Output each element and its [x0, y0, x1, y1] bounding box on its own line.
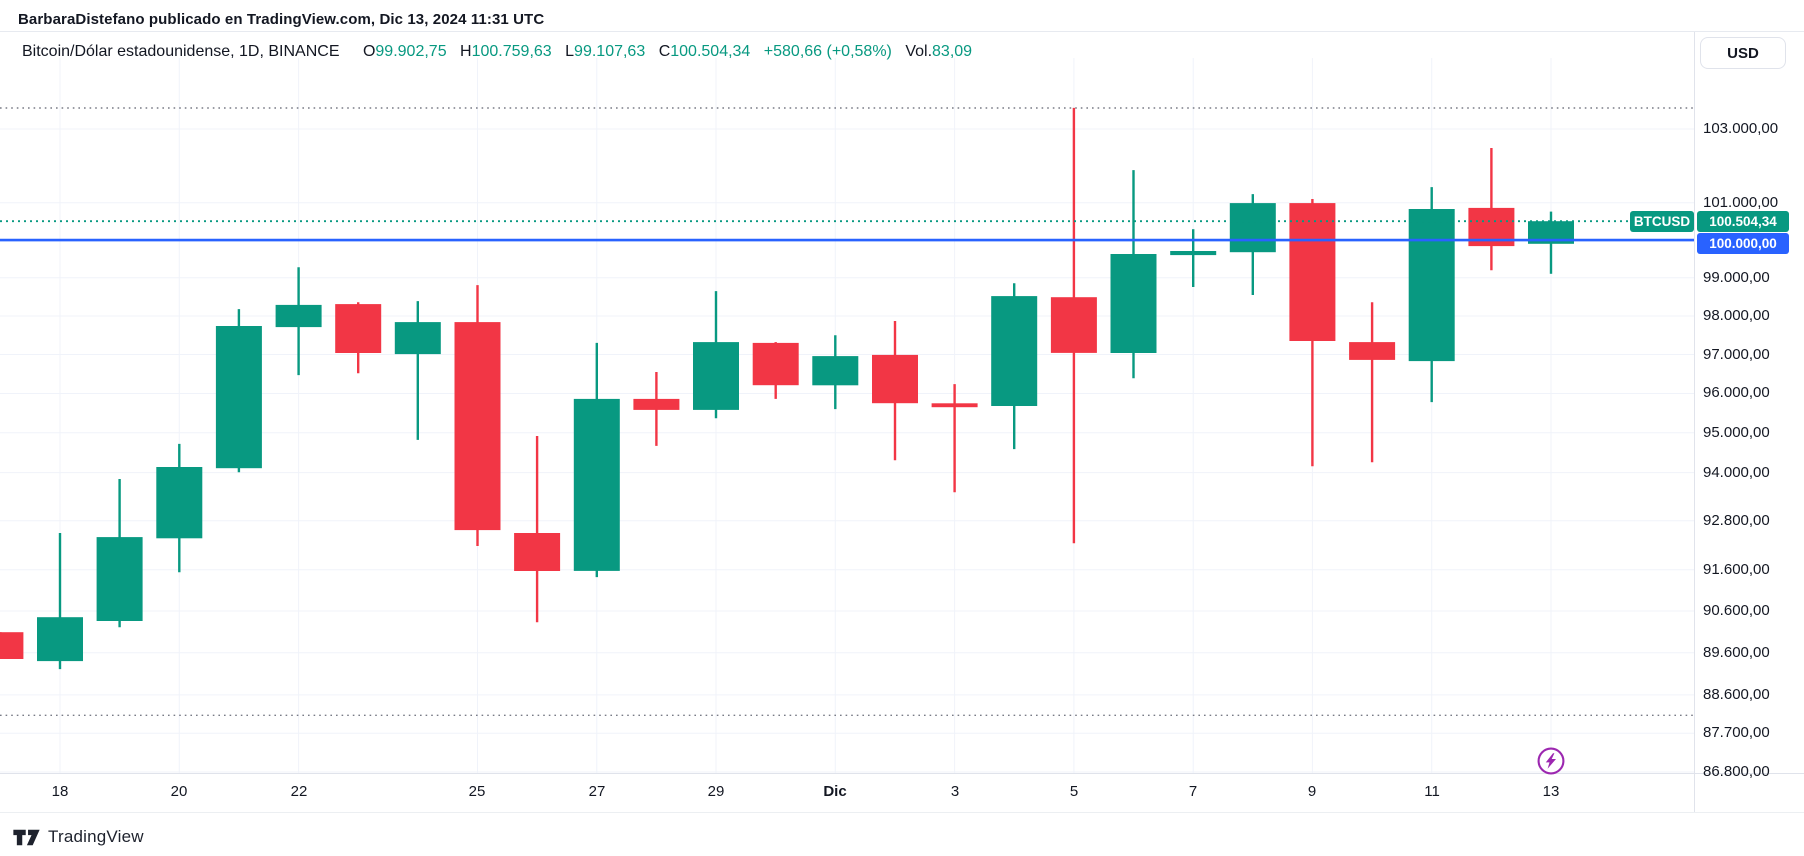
price-tick-label: 87.700,00	[1703, 724, 1770, 741]
high-label: H	[460, 43, 472, 60]
candle[interactable]	[633, 372, 680, 446]
lightning-marker-icon[interactable]	[1536, 746, 1566, 776]
candle[interactable]	[1229, 194, 1276, 295]
time-tick-label: 25	[468, 783, 486, 800]
candle[interactable]	[1408, 187, 1455, 403]
last-price-tag[interactable]: 100.504,34	[1697, 211, 1789, 232]
publication-title: BarbaraDistefano publicado en TradingVie…	[18, 10, 545, 28]
time-tick-label: 20	[170, 783, 188, 800]
candle[interactable]	[991, 283, 1038, 450]
time-tick-label: 27	[588, 783, 606, 800]
time-tick-label: 11	[1424, 783, 1440, 800]
candle[interactable]	[156, 443, 203, 573]
price-tick-label: 103.000,00	[1703, 120, 1779, 137]
candle[interactable]	[215, 309, 262, 473]
candle[interactable]	[931, 384, 978, 493]
volume-value: 83,09	[932, 43, 973, 60]
candle[interactable]	[96, 479, 143, 628]
time-scale[interactable]: 18 20 22 25 27 29 Dic 3 5 7 9 11 13	[0, 774, 1694, 812]
candle[interactable]	[1170, 229, 1217, 287]
close-label: C	[658, 43, 671, 60]
price-tick-label: 91.600,00	[1703, 561, 1770, 578]
price-tick-label: 95.000,00	[1703, 424, 1770, 441]
price-tick-label: 90.600,00	[1703, 602, 1770, 619]
price-tick-label: 99.000,00	[1703, 269, 1770, 286]
open-value: 99.902,75	[375, 43, 447, 60]
candle[interactable]	[1528, 211, 1574, 274]
price-tick-label: 94.000,00	[1703, 464, 1770, 481]
candle[interactable]	[1050, 107, 1097, 544]
candle[interactable]	[1349, 302, 1396, 463]
price-tick-label: 97.000,00	[1703, 346, 1770, 363]
time-tick-label: 9	[1307, 783, 1317, 800]
round-level-price-tag[interactable]: 100.000,00	[1697, 233, 1789, 254]
candle[interactable]	[454, 285, 501, 546]
candle[interactable]	[37, 533, 83, 670]
footer-divider	[0, 812, 1804, 813]
candlestick-canvas[interactable]	[0, 32, 1694, 812]
candle[interactable]	[514, 436, 561, 623]
time-scale-divider	[0, 773, 1804, 774]
price-tick-label: 92.800,00	[1703, 512, 1770, 529]
candle[interactable]	[693, 291, 739, 419]
time-tick-label: 18	[51, 783, 69, 800]
candle[interactable]	[0, 632, 24, 659]
price-tick-label: 101.000,00	[1703, 194, 1779, 211]
time-tick-label: 13	[1542, 783, 1560, 800]
price-tick-label: 96.000,00	[1703, 384, 1770, 401]
price-scale-divider	[1694, 32, 1695, 812]
tradingview-logo-icon[interactable]	[13, 829, 40, 846]
candle[interactable]	[394, 301, 441, 440]
time-tick-label: Dic	[823, 783, 847, 800]
header-divider	[0, 31, 1804, 32]
last-price-symbol-tag[interactable]: BTCUSD	[1630, 211, 1694, 232]
candle[interactable]	[752, 342, 799, 399]
open-label: O	[362, 43, 376, 60]
candle[interactable]	[1289, 199, 1336, 467]
price-tick-label: 88.600,00	[1703, 686, 1770, 703]
symbol-title[interactable]: Bitcoin/Dólar estadounidense, 1D, BINANC…	[22, 43, 340, 60]
time-tick-label: 7	[1188, 783, 1198, 800]
tradingview-brand-text[interactable]: TradingView	[48, 827, 144, 846]
candle[interactable]	[1110, 170, 1157, 379]
low-label: L	[565, 43, 575, 60]
candle[interactable]	[812, 335, 859, 410]
high-value: 100.759,63	[471, 43, 552, 60]
chart-legend: Bitcoin/Dólar estadounidense, 1D, BINANC…	[22, 43, 972, 61]
currency-toggle-button[interactable]: USD	[1700, 37, 1786, 69]
candle[interactable]	[335, 302, 382, 374]
chart-area[interactable]: Bitcoin/Dólar estadounidense, 1D, BINANC…	[0, 32, 1804, 813]
close-value: 100.504,34	[670, 43, 751, 60]
time-tick-label: 22	[290, 783, 308, 800]
time-tick-label: 3	[950, 783, 960, 800]
candle[interactable]	[275, 267, 322, 376]
low-value: 99.107,63	[574, 43, 646, 60]
change-value: +580,66 (+0,58%)	[763, 43, 892, 60]
price-tick-label: 86.800,00	[1703, 763, 1770, 780]
price-scale[interactable]: 103.000,00 101.000,00 99.000,00 98.000,00 97…	[1694, 32, 1804, 812]
price-tick-label: 89.600,00	[1703, 644, 1770, 661]
candle[interactable]	[872, 321, 918, 461]
time-tick-label: 5	[1069, 783, 1079, 800]
volume-label: Vol.	[905, 43, 933, 60]
footer: TradingView	[13, 824, 144, 850]
candle[interactable]	[573, 342, 620, 578]
candle[interactable]	[1468, 148, 1515, 271]
price-tick-label: 98.000,00	[1703, 307, 1770, 324]
publication-header: BarbaraDistefano publicado en TradingVie…	[18, 7, 544, 31]
time-tick-label: 29	[707, 783, 725, 800]
